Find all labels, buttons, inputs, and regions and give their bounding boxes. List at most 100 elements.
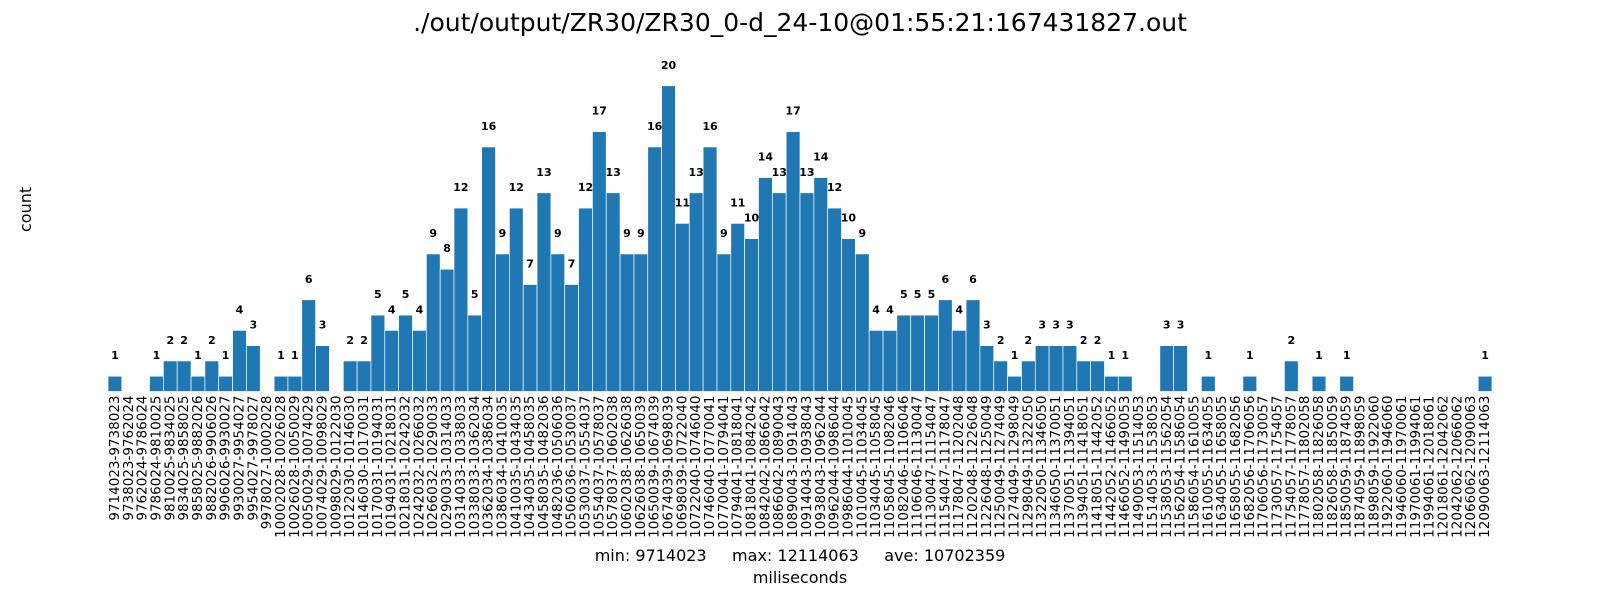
bar: [1104, 375, 1119, 392]
bar-value-label: 5: [402, 288, 410, 301]
x-tick-label: 11178047-11202048: [951, 396, 967, 538]
bar: [356, 360, 372, 392]
bar: [342, 360, 358, 392]
x-tick-label: 11994061-12018061: [1422, 396, 1438, 538]
bar-value-label: 12: [509, 181, 524, 194]
x-tick-label: 10146030-10170031: [356, 396, 372, 538]
bar: [633, 253, 649, 392]
bar-value-label: 16: [481, 120, 497, 133]
x-tick-label: 11058045-11082046: [882, 396, 898, 538]
bar-value-label: 3: [1177, 319, 1185, 332]
bar-value-label: 13: [536, 166, 551, 179]
bar: [910, 314, 925, 392]
bar-value-label: 5: [471, 288, 479, 301]
x-tick-label: 9978027-10002028: [259, 396, 275, 530]
x-tick-label: 11394051-11418051: [1076, 396, 1092, 538]
x-tick-label: 9882026-9906026: [204, 396, 220, 521]
bar-value-label: 14: [758, 151, 774, 164]
x-tick-label: 11034045-11058045: [868, 396, 884, 538]
x-tick-label: 11010045-11034045: [854, 396, 870, 538]
bar: [1062, 345, 1078, 392]
x-tick-label: 10794041-10818041: [730, 396, 746, 538]
bar: [1242, 375, 1258, 392]
bar-value-label: 6: [969, 273, 977, 286]
bar-value-label: 17: [785, 105, 800, 118]
chart-title: ./out/output/ZR30/ZR30_0-d_24-10@01:55:2…: [413, 8, 1187, 37]
bar: [841, 238, 856, 392]
x-tick-label: 10194031-10218031: [384, 396, 400, 538]
bar: [481, 146, 496, 392]
bar-value-label: 2: [166, 334, 174, 347]
x-tick-label: 10290033-10314033: [439, 396, 455, 538]
bar: [495, 253, 510, 392]
x-tick-label: 11634055-11658055: [1214, 396, 1230, 538]
x-tick-label: 10266032-10290033: [425, 396, 441, 538]
bar: [938, 299, 953, 392]
x-tick-label: 11922060-11946060: [1380, 396, 1396, 538]
bar: [592, 131, 607, 392]
bar-value-label: 2: [208, 334, 216, 347]
bar-value-label: 14: [813, 151, 829, 164]
bar: [1159, 345, 1175, 392]
bar-value-label: 5: [928, 288, 936, 301]
bar: [688, 192, 704, 392]
x-tick-label: 11562054-11586054: [1173, 396, 1189, 538]
x-tick-label: 11226048-11250049: [979, 396, 995, 538]
x-tick-label: 9810025-9834025: [162, 396, 178, 521]
x-tick-label: 9906026-9930027: [218, 396, 234, 521]
bar-value-label: 13: [772, 166, 787, 179]
bar-value-label: 16: [647, 120, 663, 133]
x-tick-label: 11778057-11802058: [1297, 396, 1313, 538]
x-tick-label: 11898059-11922060: [1366, 396, 1382, 538]
bar: [522, 284, 538, 392]
bar: [425, 253, 441, 392]
x-tick-label: 10746040-10770041: [702, 396, 718, 538]
bar-value-label: 3: [1038, 319, 1046, 332]
bar: [799, 192, 815, 392]
bar-value-label: 1: [1481, 349, 1489, 362]
bar: [232, 330, 247, 392]
x-tick-label: 11298049-11322050: [1020, 396, 1036, 538]
bar-value-label: 1: [111, 349, 119, 362]
x-tick-label: 10026028-10050029: [287, 396, 303, 538]
bar-value-label: 5: [900, 288, 908, 301]
bar-value-label: 3: [983, 319, 991, 332]
x-tick-label: 10770041-10794041: [716, 396, 732, 538]
bar-value-label: 9: [429, 227, 437, 240]
bar: [1048, 345, 1064, 392]
bar-value-label: 9: [623, 227, 631, 240]
x-tick-label: 11586054-11610055: [1186, 396, 1202, 538]
bar-value-label: 8: [443, 242, 451, 255]
bar-value-label: 12: [453, 181, 468, 194]
x-tick-label: 11754057-11778057: [1283, 396, 1299, 538]
bar-value-label: 9: [554, 227, 562, 240]
bar: [149, 375, 164, 392]
x-tick-label: 11946060-11970061: [1394, 396, 1410, 538]
bar-value-label: 2: [180, 334, 188, 347]
bar: [1311, 375, 1327, 392]
bar-value-label: 7: [568, 258, 576, 271]
x-tick-label: 11802058-11826058: [1311, 396, 1327, 538]
bar-value-label: 11: [730, 196, 745, 209]
bar-value-label: 1: [1246, 349, 1254, 362]
bar-value-label: 2: [1287, 334, 1295, 347]
bar-value-label: 3: [1163, 319, 1171, 332]
bar: [785, 131, 801, 392]
bar: [1034, 345, 1050, 392]
x-tick-label: 11250049-11274049: [993, 396, 1009, 538]
x-tick-label: 9858025-9882026: [190, 396, 206, 521]
bar: [882, 330, 898, 392]
bar-value-label: 2: [1080, 334, 1088, 347]
bar: [176, 360, 192, 392]
x-tick-label: 10818041-10842042: [744, 396, 760, 538]
bar-value-label: 16: [702, 120, 718, 133]
x-tick-label: 10002028-10026028: [273, 396, 289, 538]
bar-value-label: 4: [955, 303, 963, 316]
bar-value-label: 1: [1315, 349, 1323, 362]
bar: [163, 360, 178, 392]
bar-value-label: 3: [319, 319, 327, 332]
x-tick-label: 10050029-10074029: [301, 396, 317, 538]
bar: [1173, 345, 1188, 392]
bar: [1339, 375, 1354, 392]
